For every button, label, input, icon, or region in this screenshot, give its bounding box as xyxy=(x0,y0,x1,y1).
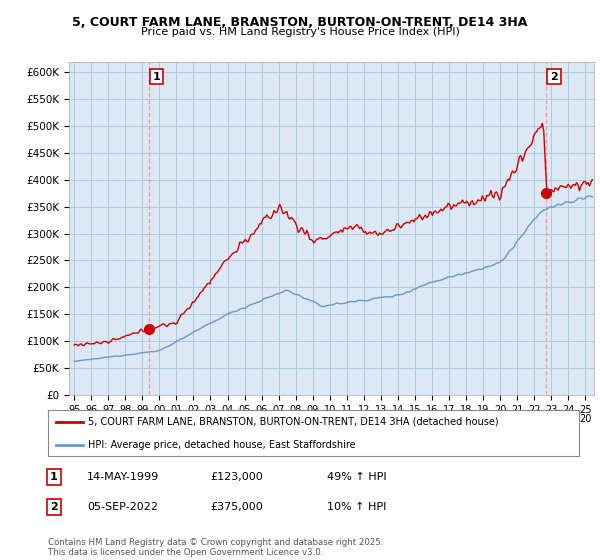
Text: HPI: Average price, detached house, East Staffordshire: HPI: Average price, detached house, East… xyxy=(88,440,355,450)
Text: 5, COURT FARM LANE, BRANSTON, BURTON-ON-TRENT, DE14 3HA: 5, COURT FARM LANE, BRANSTON, BURTON-ON-… xyxy=(73,16,527,29)
Text: 10% ↑ HPI: 10% ↑ HPI xyxy=(327,502,386,512)
Text: 2: 2 xyxy=(550,72,558,82)
Text: 49% ↑ HPI: 49% ↑ HPI xyxy=(327,472,386,482)
Text: Contains HM Land Registry data © Crown copyright and database right 2025.
This d: Contains HM Land Registry data © Crown c… xyxy=(48,538,383,557)
Text: 5, COURT FARM LANE, BRANSTON, BURTON-ON-TRENT, DE14 3HA (detached house): 5, COURT FARM LANE, BRANSTON, BURTON-ON-… xyxy=(88,417,499,427)
Text: 05-SEP-2022: 05-SEP-2022 xyxy=(87,502,158,512)
Text: 2: 2 xyxy=(50,502,58,512)
Text: £123,000: £123,000 xyxy=(210,472,263,482)
Text: 1: 1 xyxy=(153,72,161,82)
Text: 1: 1 xyxy=(50,472,58,482)
Text: 14-MAY-1999: 14-MAY-1999 xyxy=(87,472,159,482)
Text: Price paid vs. HM Land Registry's House Price Index (HPI): Price paid vs. HM Land Registry's House … xyxy=(140,27,460,38)
Text: £375,000: £375,000 xyxy=(210,502,263,512)
